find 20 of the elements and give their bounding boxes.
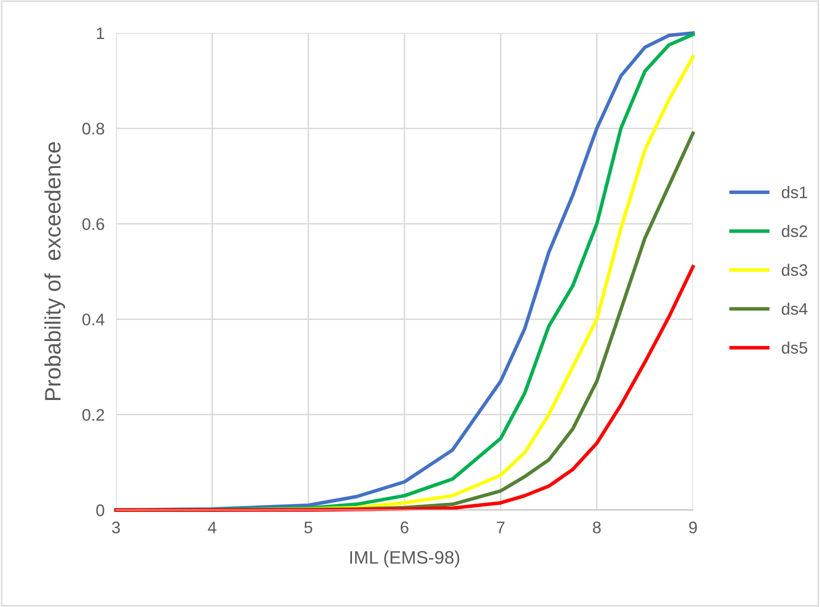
x-tick-label: 3 bbox=[112, 522, 120, 534]
y-tick-label: 0.6 bbox=[82, 218, 104, 230]
legend-label: ds2 bbox=[782, 224, 808, 238]
y-tick-label: 0.4 bbox=[82, 314, 104, 326]
x-tick-label: 8 bbox=[592, 522, 601, 534]
x-tick-label: 4 bbox=[208, 522, 216, 534]
x-axis-title: IML (EMS-98) bbox=[350, 550, 460, 568]
y-axis-title: Probability of exceedence bbox=[44, 142, 66, 400]
y-tick-label: 0.8 bbox=[82, 122, 104, 135]
legend-label: ds3 bbox=[782, 264, 808, 276]
y-tick-label: 1 bbox=[96, 28, 104, 40]
x-tick-label: 6 bbox=[400, 522, 408, 534]
x-tick-label: 9 bbox=[689, 522, 697, 534]
legend-label: ds5 bbox=[782, 341, 808, 354]
x-tick-label: 7 bbox=[496, 522, 504, 534]
legend-label: ds1 bbox=[782, 186, 808, 198]
x-tick-label: 5 bbox=[304, 522, 312, 534]
legend-label: ds4 bbox=[782, 302, 808, 315]
y-tick-label: 0 bbox=[96, 504, 104, 516]
y-tick-label: 0.2 bbox=[82, 409, 104, 421]
